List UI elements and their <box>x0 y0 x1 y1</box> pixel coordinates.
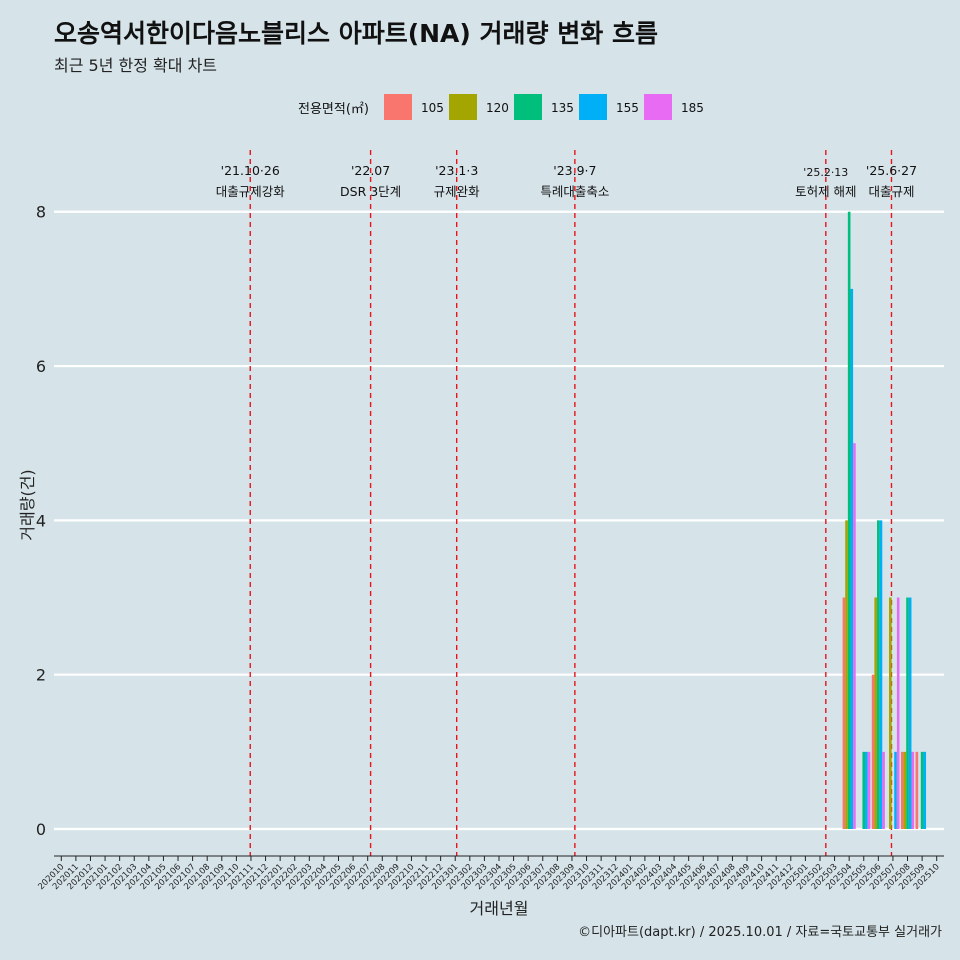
event-date-label: '25.2·13 <box>803 166 848 179</box>
event-date-label: '22.07 <box>351 163 390 178</box>
y-tick-label: 0 <box>36 820 46 839</box>
legend-swatch-135 <box>514 94 542 120</box>
legend-title: 전용면적(㎡) <box>298 102 369 117</box>
bar-155-202504 <box>850 288 854 829</box>
bar-105-202508 <box>900 751 904 829</box>
bar-135-202504 <box>847 211 851 829</box>
legend-swatch-105 <box>384 94 412 120</box>
source-caption: ©디아파트(dapt.kr) / 2025.10.01 / 자료=국토교통부 실… <box>578 925 942 940</box>
bar-185-202504 <box>853 443 856 829</box>
legend-label: 120 <box>486 101 509 115</box>
event-date-label: '23.1·3 <box>435 163 478 178</box>
bar-105-202509 <box>915 751 919 829</box>
bar-185-202508 <box>911 751 915 829</box>
bar-185-202505 <box>867 751 871 829</box>
bar-120-202506 <box>874 597 878 829</box>
legend-label: 185 <box>681 101 704 115</box>
event-label: 토허제 해제 <box>795 184 856 199</box>
legend-label: 155 <box>616 101 639 115</box>
legend-swatch-185 <box>644 94 672 120</box>
legend-label: 105 <box>421 101 444 115</box>
legend-label: 135 <box>551 101 574 115</box>
x-axis-label: 거래년월 <box>470 899 529 918</box>
bar-185-202507 <box>896 597 900 829</box>
bar-135-202505 <box>862 751 866 829</box>
bar-135-202506 <box>877 520 880 829</box>
y-tick-label: 2 <box>36 666 46 685</box>
bar-105-202504 <box>842 597 846 829</box>
y-tick-label: 4 <box>36 511 46 530</box>
y-tick-label: 6 <box>36 357 46 376</box>
bar-155-202508 <box>908 597 912 829</box>
event-date-label: '25.6·27 <box>866 163 917 178</box>
legend-swatch-120 <box>449 94 477 120</box>
event-date-label: '23.9·7 <box>553 163 596 178</box>
y-axis-label: 거래량(건) <box>18 469 37 540</box>
bar-120-202507 <box>888 597 892 829</box>
bar-120-202508 <box>903 751 907 829</box>
event-label: 대출규제강화 <box>216 184 286 199</box>
bar-155-202507 <box>894 751 897 829</box>
event-label: 대출규제 <box>868 184 914 199</box>
bar-135-202508 <box>906 597 909 829</box>
y-tick-label: 8 <box>36 203 46 222</box>
bar-120-202504 <box>845 520 848 829</box>
chart-title: 오송역서한이다음노블리스 아파트(NA) 거래량 변화 흐름 <box>54 19 658 48</box>
bar-185-202506 <box>882 751 885 829</box>
chart-subtitle: 최근 5년 한정 확대 차트 <box>54 56 218 75</box>
legend-swatch-155 <box>579 94 607 120</box>
event-label: 특례대출축소 <box>540 184 609 199</box>
event-label: DSR 3단계 <box>340 184 401 199</box>
bar-155-202506 <box>879 520 883 829</box>
bar-155-202505 <box>865 751 868 829</box>
event-date-label: '21.10·26 <box>221 163 280 178</box>
bar-155-202509 <box>923 751 927 829</box>
bar-105-202506 <box>871 674 875 829</box>
bar-135-202509 <box>920 751 924 829</box>
event-label: 규제완화 <box>434 184 481 199</box>
